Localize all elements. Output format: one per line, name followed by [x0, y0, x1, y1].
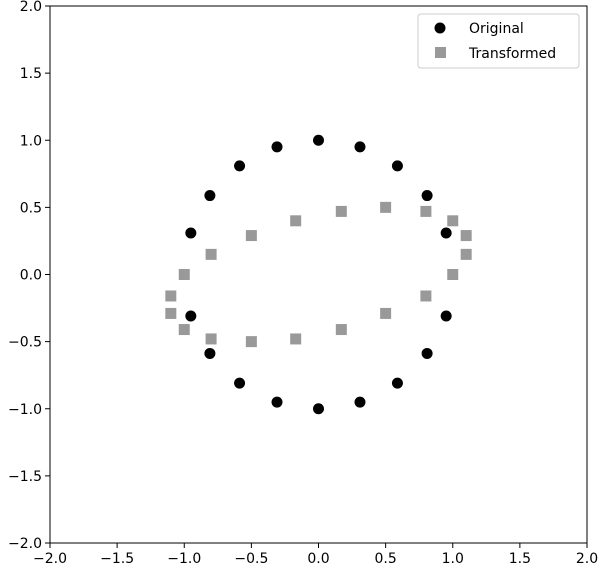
x-tick-label: −1.0: [167, 551, 201, 567]
legend-marker-transformed: [435, 47, 446, 58]
point-transformed: [245, 336, 257, 348]
x-tick-label: 0.0: [307, 551, 329, 567]
y-tick-label: −1.0: [8, 402, 42, 418]
point-transformed: [165, 307, 177, 319]
point-original: [185, 310, 197, 322]
x-tick-label: −1.5: [100, 551, 134, 567]
data-points: [165, 134, 472, 415]
point-transformed: [178, 269, 190, 280]
point-transformed: [290, 333, 302, 345]
point-transformed: [165, 290, 177, 302]
x-tick-label: 1.0: [442, 551, 464, 567]
point-original: [391, 160, 403, 172]
x-tick-label: −0.5: [234, 551, 268, 567]
y-tick-label: −2.0: [8, 536, 42, 552]
point-transformed: [380, 201, 392, 213]
point-original: [271, 396, 283, 408]
point-transformed: [335, 205, 347, 217]
y-tick-label: 1.0: [20, 133, 42, 149]
point-original: [234, 160, 246, 172]
point-original: [313, 134, 324, 146]
y-tick-label: −1.5: [8, 469, 42, 485]
plot-frame: [49, 5, 588, 544]
point-transformed: [205, 333, 217, 345]
y-tick-label: 2.0: [20, 0, 42, 15]
x-tick-label: −2.0: [33, 551, 67, 567]
y-tick-label: −0.5: [8, 335, 42, 351]
point-original: [204, 190, 216, 202]
point-original: [185, 227, 197, 239]
axis-ticks: −2.0 −1.5 −1.0 −0.5 0.0 0.5 1.0 1.5 2.0 −2.0 −1.5 −…: [8, 0, 598, 567]
y-tick-label: 1.5: [20, 66, 42, 82]
legend: Original Transformed: [417, 13, 580, 69]
point-transformed: [178, 324, 190, 336]
plot-background: [50, 6, 587, 543]
point-original: [271, 141, 283, 153]
y-tick-label: 0.5: [20, 200, 42, 216]
legend-label-transformed: Transformed: [468, 46, 556, 62]
point-original: [354, 396, 366, 408]
point-transformed: [335, 324, 347, 336]
point-original: [354, 141, 366, 153]
point-transformed: [245, 230, 257, 242]
point-original: [204, 347, 216, 359]
x-tick-label: 1.5: [509, 551, 531, 567]
point-transformed: [420, 290, 432, 302]
point-transformed: [420, 205, 432, 217]
legend-label-original: Original: [469, 21, 524, 37]
point-transformed: [460, 230, 472, 242]
point-original: [440, 227, 452, 239]
point-original: [421, 190, 433, 202]
point-transformed: [205, 248, 217, 260]
point-transformed: [460, 248, 472, 260]
point-original: [313, 403, 324, 415]
legend-marker-original: [434, 22, 446, 34]
legend-box: [417, 13, 580, 69]
point-original: [440, 310, 452, 322]
x-tick-label: 2.0: [576, 551, 598, 567]
point-original: [391, 377, 403, 389]
point-transformed: [290, 215, 302, 227]
point-original: [234, 377, 246, 389]
point-original: [421, 347, 433, 359]
x-tick-label: 0.5: [374, 551, 396, 567]
y-tick-label: 0.0: [20, 268, 42, 284]
point-transformed: [447, 215, 459, 227]
point-transformed: [447, 269, 459, 280]
point-transformed: [380, 307, 392, 319]
